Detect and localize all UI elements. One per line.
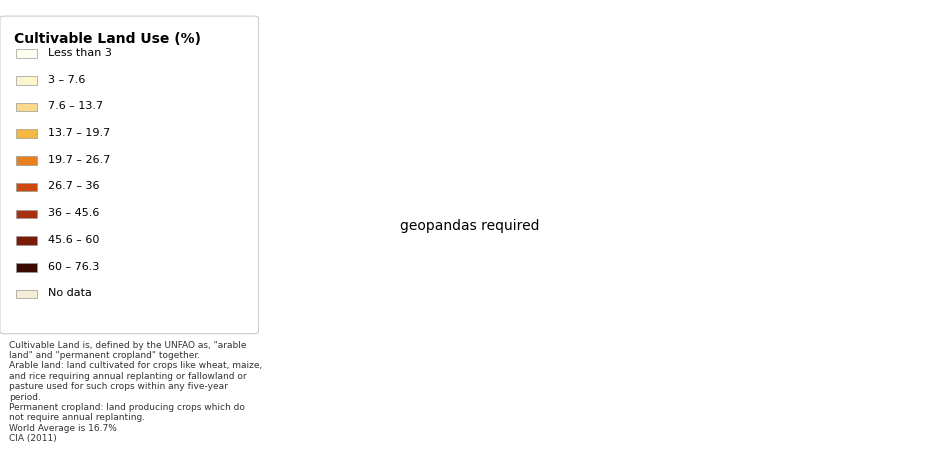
- FancyBboxPatch shape: [0, 16, 258, 334]
- FancyBboxPatch shape: [16, 129, 37, 138]
- FancyBboxPatch shape: [16, 156, 37, 165]
- Text: 7.6 – 13.7: 7.6 – 13.7: [48, 101, 103, 111]
- FancyBboxPatch shape: [16, 183, 37, 191]
- Text: 13.7 – 19.7: 13.7 – 19.7: [48, 128, 110, 138]
- Text: 60 – 76.3: 60 – 76.3: [48, 262, 100, 272]
- Text: geopandas required: geopandas required: [400, 219, 540, 233]
- Text: 3 – 7.6: 3 – 7.6: [48, 75, 86, 84]
- Text: Cultivable Land Use (%): Cultivable Land Use (%): [14, 32, 201, 46]
- Text: 45.6 – 60: 45.6 – 60: [48, 235, 100, 245]
- Text: No data: No data: [48, 288, 92, 298]
- FancyBboxPatch shape: [16, 210, 37, 218]
- FancyBboxPatch shape: [16, 263, 37, 272]
- Text: Cultivable Land is, defined by the UNFAO as, "arable
land" and "permanent cropla: Cultivable Land is, defined by the UNFAO…: [9, 340, 262, 443]
- FancyBboxPatch shape: [16, 290, 37, 298]
- Text: Less than 3: Less than 3: [48, 48, 112, 58]
- Text: 36 – 45.6: 36 – 45.6: [48, 208, 100, 218]
- FancyBboxPatch shape: [16, 76, 37, 85]
- Text: 19.7 – 26.7: 19.7 – 26.7: [48, 155, 110, 165]
- Text: 26.7 – 36: 26.7 – 36: [48, 182, 100, 191]
- FancyBboxPatch shape: [16, 49, 37, 58]
- FancyBboxPatch shape: [16, 103, 37, 112]
- FancyBboxPatch shape: [16, 236, 37, 245]
